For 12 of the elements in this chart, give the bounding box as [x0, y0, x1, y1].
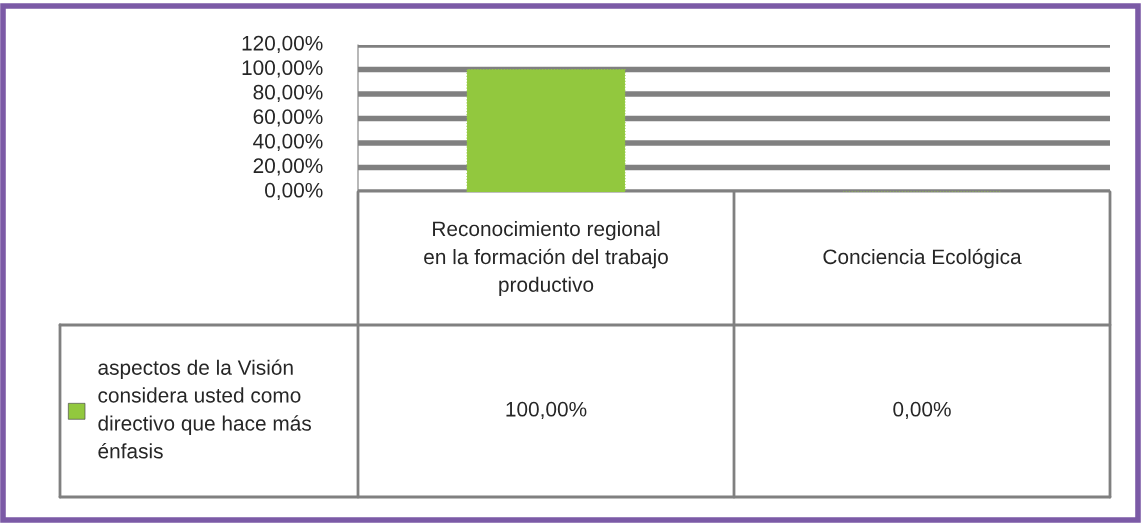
- y-tick-label: 40,00%: [253, 133, 323, 152]
- y-tick-label: 80,00%: [253, 84, 323, 103]
- x-tick-label: Conciencia Ecológica: [823, 248, 1022, 269]
- y-tick-label: 20,00%: [253, 158, 323, 176]
- data-label: 0,00%: [893, 401, 951, 420]
- y-tick-label: 100,00%: [242, 60, 323, 78]
- x-tick-label: Reconocimiento regional en la formación del trabajo productivo: [424, 220, 668, 297]
- y-tick-label: 0,00%: [265, 182, 323, 201]
- legend-label: aspectos de la Visión considera usted como directivo que hace más énfasis: [98, 359, 311, 459]
- y-tick-label: 60,00%: [253, 109, 323, 127]
- y-tick-label: 120,00%: [242, 35, 323, 54]
- data-label: 100,00%: [506, 401, 587, 420]
